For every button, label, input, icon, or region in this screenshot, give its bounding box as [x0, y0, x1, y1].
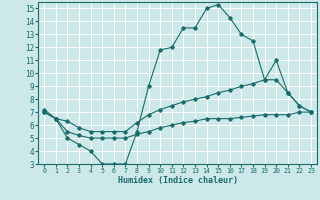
X-axis label: Humidex (Indice chaleur): Humidex (Indice chaleur)	[118, 176, 238, 185]
